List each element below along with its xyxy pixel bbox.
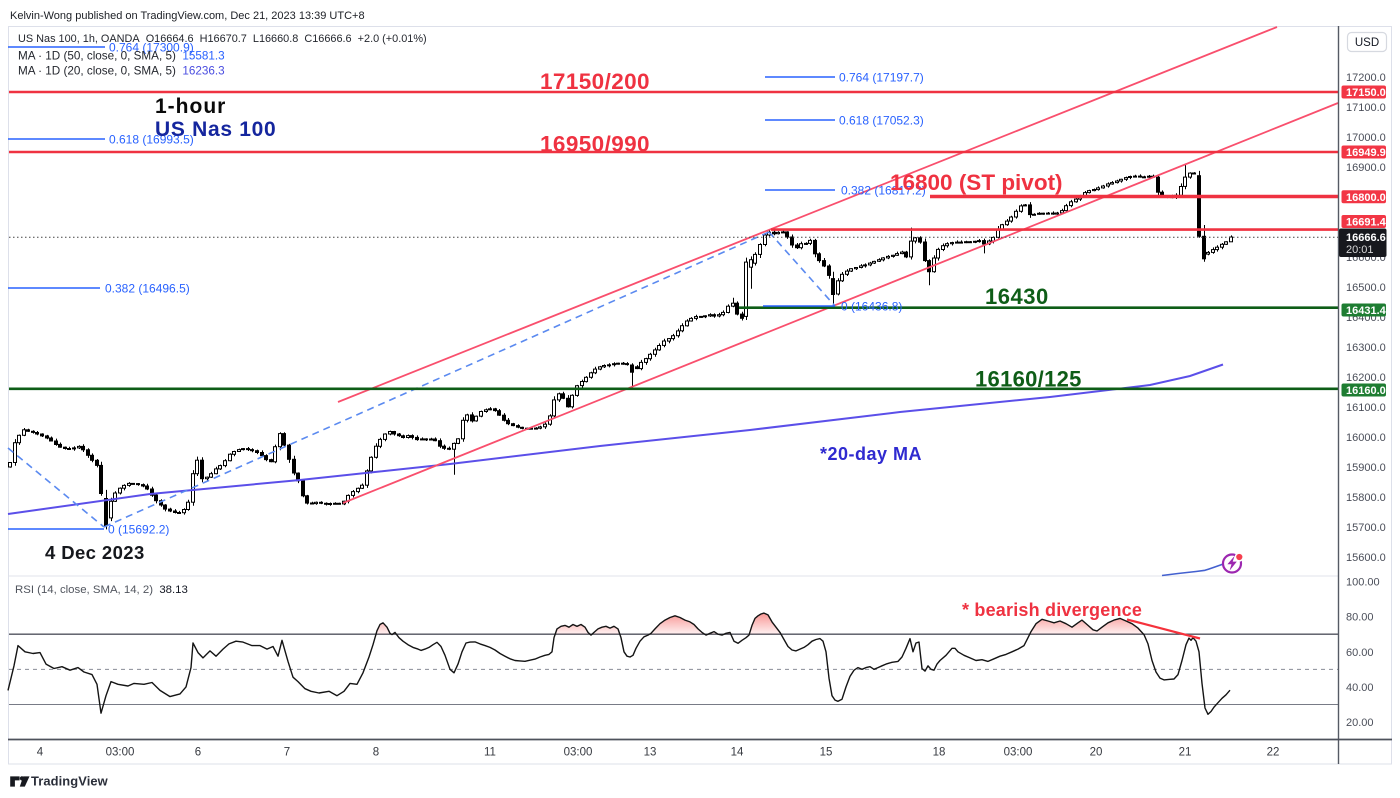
svg-text:4 Dec 2023: 4 Dec 2023 [45,542,145,563]
svg-text:16800.0: 16800.0 [1346,192,1386,204]
svg-text:6: 6 [195,747,201,759]
svg-text:14: 14 [731,747,744,759]
svg-text:* bearish divergence: * bearish divergence [962,600,1142,620]
svg-text:17200.0: 17200.0 [1346,72,1386,84]
svg-text:0.764 (17197.7): 0.764 (17197.7) [839,71,924,85]
svg-text:16691.4: 16691.4 [1346,217,1387,229]
svg-text:RSI (14, close, SMA, 14, 2) 3: RSI (14, close, SMA, 14, 2) 38.13 [15,584,188,596]
svg-text:8: 8 [373,747,379,759]
svg-text:MA · 1D (20, close, 0, SMA, 5): MA · 1D (20, close, 0, SMA, 5) 16236.3 [18,65,225,78]
svg-text:1-hour: 1-hour [155,95,226,118]
svg-text:0 (15692.2): 0 (15692.2) [108,523,169,537]
svg-text:16430: 16430 [985,284,1049,309]
svg-text:16300.0: 16300.0 [1346,342,1386,354]
svg-text:20:01: 20:01 [1346,244,1374,256]
svg-text:22: 22 [1267,747,1280,759]
svg-text:0.618 (16993.5): 0.618 (16993.5) [109,133,194,147]
svg-text:20.00: 20.00 [1346,717,1374,729]
svg-text:0.382 (16817.2): 0.382 (16817.2) [841,184,926,198]
svg-text:15800.0: 15800.0 [1346,492,1386,504]
svg-text:16100.0: 16100.0 [1346,402,1386,414]
svg-text:MA · 1D (50, close, 0, SMA, 5): MA · 1D (50, close, 0, SMA, 5) 15581.3 [18,50,225,63]
svg-text:13: 13 [644,747,657,759]
svg-text:16950/990: 16950/990 [540,132,650,157]
svg-text:0.382 (16496.5): 0.382 (16496.5) [105,282,190,296]
svg-text:03:00: 03:00 [106,747,135,759]
svg-text:0.764 (17300.9): 0.764 (17300.9) [109,41,194,55]
svg-text:100.00: 100.00 [1346,577,1380,589]
svg-text:21: 21 [1179,747,1192,759]
svg-text:US Nas 100: US Nas 100 [155,118,276,141]
svg-text:Kelvin-Wong published on Tradi: Kelvin-Wong published on TradingView.com… [10,10,365,22]
svg-text:15700.0: 15700.0 [1346,522,1386,534]
svg-text:17000.0: 17000.0 [1346,132,1386,144]
svg-text:US Nas 100, 1h, OANDA O16664.: US Nas 100, 1h, OANDA O16664.6 H16670.7 … [18,33,427,45]
svg-text:16000.0: 16000.0 [1346,432,1386,444]
svg-text:16160.0: 16160.0 [1346,385,1386,397]
svg-text:*20-day MA: *20-day MA [820,444,922,464]
svg-text:15900.0: 15900.0 [1346,462,1386,474]
svg-text:17150.0: 17150.0 [1346,87,1386,99]
svg-text:40.00: 40.00 [1346,682,1374,694]
svg-text:17100.0: 17100.0 [1346,102,1386,114]
svg-text:20: 20 [1090,747,1103,759]
svg-text:16500.0: 16500.0 [1346,282,1386,294]
svg-text:16949.9: 16949.9 [1346,147,1386,159]
svg-text:7: 7 [284,747,290,759]
svg-text:TradingView: TradingView [31,774,109,789]
svg-text:16200.0: 16200.0 [1346,372,1386,384]
svg-text:60.00: 60.00 [1346,647,1374,659]
svg-text:18: 18 [933,747,946,759]
svg-text:80.00: 80.00 [1346,612,1374,624]
svg-text:11: 11 [484,747,496,759]
svg-text:16431.4: 16431.4 [1346,305,1387,317]
svg-text:0 (16436.8): 0 (16436.8) [841,300,902,314]
svg-text:03:00: 03:00 [1004,747,1033,759]
svg-text:16666.6: 16666.6 [1346,232,1386,244]
svg-text:15600.0: 15600.0 [1346,552,1386,564]
svg-text:16900.0: 16900.0 [1346,162,1386,174]
svg-text:4: 4 [37,747,44,759]
svg-text:03:00: 03:00 [564,747,593,759]
svg-text:16800 (ST pivot): 16800 (ST pivot) [890,170,1063,195]
svg-text:USD: USD [1355,37,1379,49]
svg-text:15: 15 [820,747,833,759]
svg-text:0.618 (17052.3): 0.618 (17052.3) [839,114,924,128]
svg-text:16160/125: 16160/125 [975,367,1082,392]
svg-text:17150/200: 17150/200 [540,69,650,94]
